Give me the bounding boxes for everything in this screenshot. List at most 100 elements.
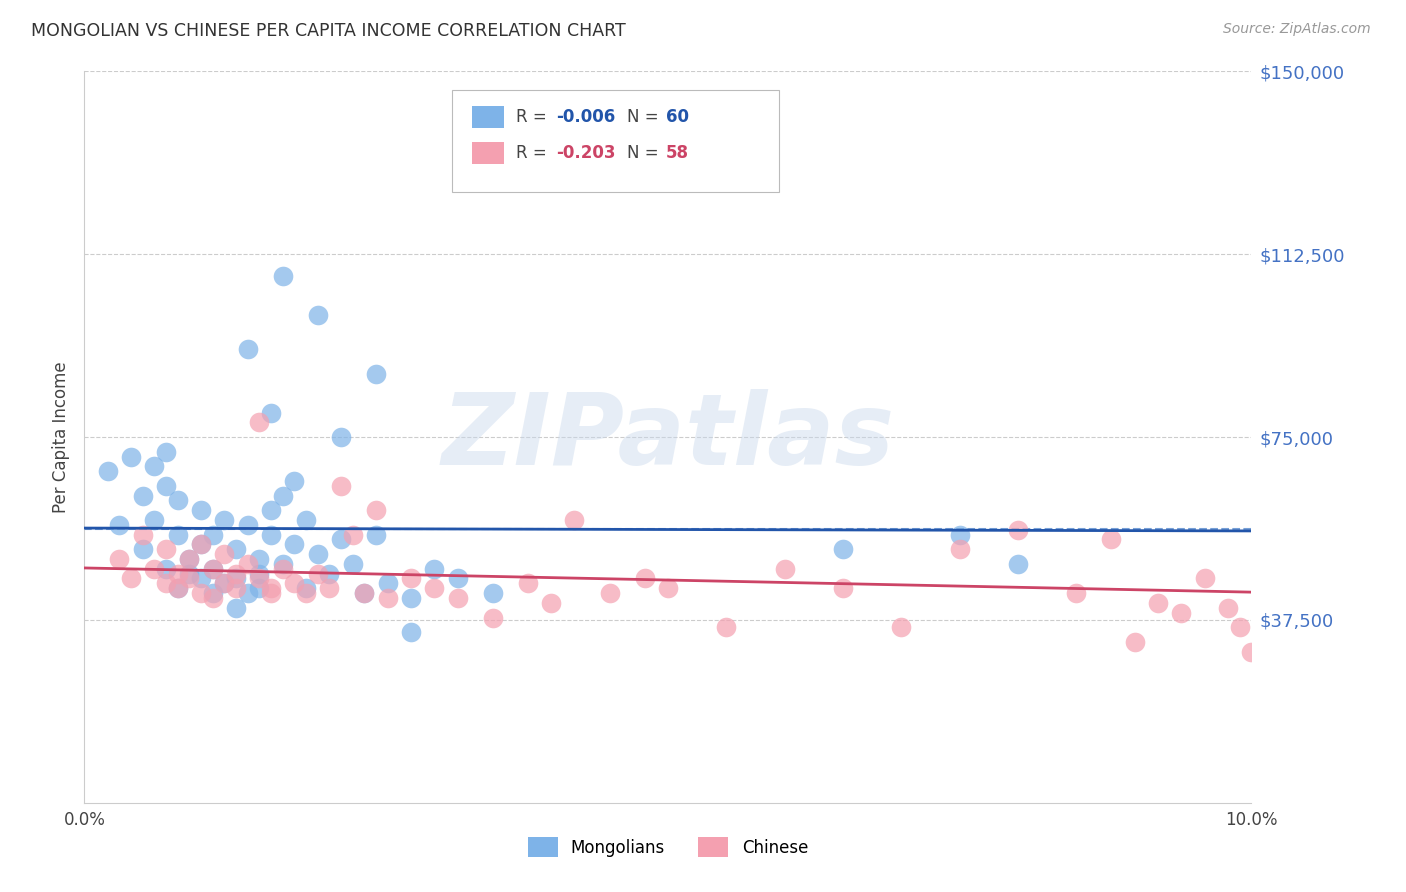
Point bbox=[330, 479, 353, 493]
Point bbox=[260, 586, 283, 600]
Point bbox=[236, 586, 259, 600]
Point bbox=[201, 562, 224, 576]
Point bbox=[283, 576, 305, 591]
Point bbox=[214, 576, 236, 591]
Point bbox=[249, 581, 271, 595]
Y-axis label: Per Capita Income: Per Capita Income bbox=[52, 361, 70, 513]
Text: Source: ZipAtlas.com: Source: ZipAtlas.com bbox=[1223, 22, 1371, 37]
Point bbox=[143, 513, 166, 527]
Point bbox=[564, 513, 586, 527]
Point bbox=[832, 542, 855, 557]
Text: 60: 60 bbox=[665, 108, 689, 126]
Point bbox=[236, 557, 259, 571]
Point bbox=[342, 527, 364, 541]
Point bbox=[190, 537, 212, 551]
Point bbox=[307, 566, 329, 581]
Text: -0.203: -0.203 bbox=[555, 145, 616, 162]
Point bbox=[166, 566, 188, 581]
Point bbox=[271, 489, 294, 503]
Point bbox=[377, 591, 399, 605]
Point bbox=[447, 572, 470, 586]
Point bbox=[482, 586, 505, 600]
Point bbox=[260, 406, 283, 420]
FancyBboxPatch shape bbox=[472, 106, 505, 128]
Point bbox=[120, 572, 142, 586]
Point bbox=[166, 527, 188, 541]
Legend: Mongolians, Chinese: Mongolians, Chinese bbox=[527, 838, 808, 856]
Point bbox=[318, 581, 340, 595]
Text: N =: N = bbox=[627, 145, 664, 162]
Point bbox=[201, 591, 224, 605]
Point bbox=[353, 586, 375, 600]
Text: N =: N = bbox=[627, 108, 664, 126]
Point bbox=[295, 581, 318, 595]
Point bbox=[366, 503, 388, 517]
Point bbox=[190, 586, 212, 600]
Text: -0.006: -0.006 bbox=[555, 108, 614, 126]
Point bbox=[179, 552, 201, 566]
Point bbox=[1007, 523, 1029, 537]
Point bbox=[260, 581, 283, 595]
Point bbox=[225, 600, 247, 615]
Point bbox=[120, 450, 142, 464]
Point bbox=[249, 416, 271, 430]
Point bbox=[249, 566, 271, 581]
Point bbox=[949, 527, 972, 541]
Point bbox=[179, 572, 201, 586]
Point bbox=[342, 557, 364, 571]
Point bbox=[716, 620, 738, 634]
Point bbox=[236, 343, 259, 357]
Text: MONGOLIAN VS CHINESE PER CAPITA INCOME CORRELATION CHART: MONGOLIAN VS CHINESE PER CAPITA INCOME C… bbox=[31, 22, 626, 40]
Point bbox=[1066, 586, 1088, 600]
Point bbox=[447, 591, 470, 605]
Point bbox=[132, 489, 155, 503]
Point bbox=[201, 586, 224, 600]
Point bbox=[155, 576, 177, 591]
Point bbox=[155, 444, 177, 458]
Point bbox=[260, 527, 283, 541]
Point bbox=[366, 367, 388, 381]
Point bbox=[1194, 572, 1216, 586]
Point bbox=[166, 581, 188, 595]
Point bbox=[773, 562, 796, 576]
Point bbox=[132, 542, 155, 557]
Point bbox=[214, 547, 236, 561]
Point bbox=[236, 517, 259, 532]
Point bbox=[190, 537, 212, 551]
Point bbox=[1007, 557, 1029, 571]
Point bbox=[155, 542, 177, 557]
Point bbox=[155, 479, 177, 493]
Point bbox=[295, 513, 318, 527]
Point bbox=[330, 430, 353, 444]
Text: 58: 58 bbox=[665, 145, 689, 162]
Text: R =: R = bbox=[516, 108, 553, 126]
Point bbox=[482, 610, 505, 624]
FancyBboxPatch shape bbox=[472, 143, 505, 164]
Point bbox=[225, 581, 247, 595]
Point bbox=[271, 269, 294, 284]
Point bbox=[249, 552, 271, 566]
Point bbox=[399, 625, 422, 640]
Point bbox=[214, 513, 236, 527]
Point bbox=[108, 517, 131, 532]
Point bbox=[179, 566, 201, 581]
Point bbox=[599, 586, 621, 600]
Point bbox=[1240, 645, 1263, 659]
Point bbox=[1123, 635, 1146, 649]
Point bbox=[283, 474, 305, 488]
Point bbox=[190, 572, 212, 586]
Point bbox=[190, 503, 212, 517]
Point bbox=[108, 552, 131, 566]
Point bbox=[225, 542, 247, 557]
Point bbox=[633, 572, 655, 586]
Point bbox=[143, 459, 166, 474]
Point bbox=[295, 586, 318, 600]
Point bbox=[225, 572, 247, 586]
Point bbox=[166, 581, 188, 595]
Point bbox=[283, 537, 305, 551]
Point bbox=[318, 566, 340, 581]
Point bbox=[307, 547, 329, 561]
Point bbox=[97, 464, 120, 478]
Point bbox=[832, 581, 855, 595]
Point bbox=[1229, 620, 1251, 634]
